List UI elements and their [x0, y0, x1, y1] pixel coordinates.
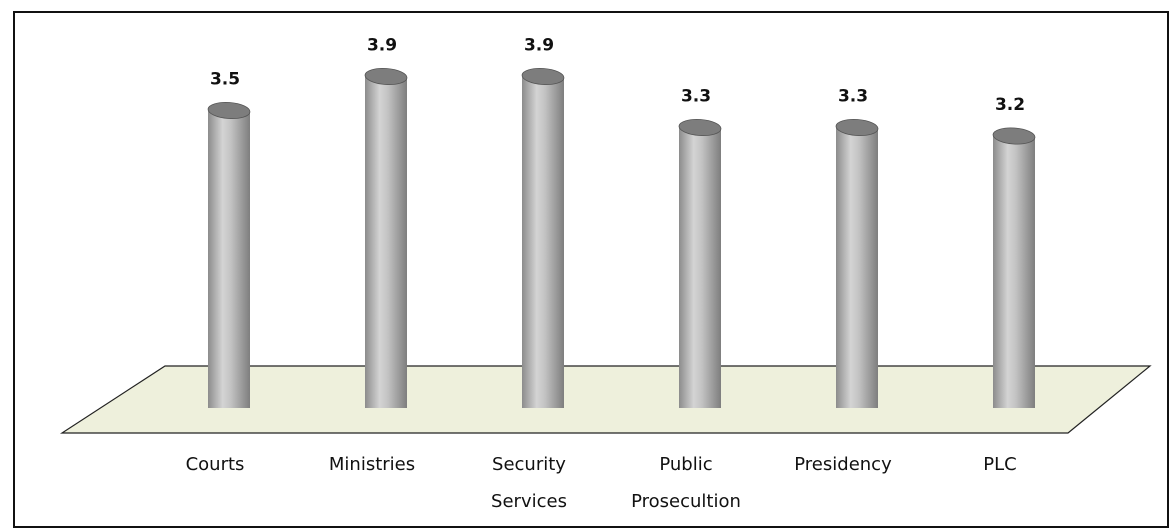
- value-label: 3.3: [838, 87, 868, 107]
- bar: [679, 127, 721, 408]
- bar-top: [207, 101, 251, 120]
- bar-top: [992, 127, 1036, 145]
- value-label: 3.5: [210, 70, 240, 90]
- bar: [208, 110, 250, 408]
- bar: [522, 76, 564, 408]
- x-tick-label: Ministries: [328, 454, 416, 475]
- bar-top: [835, 118, 879, 137]
- value-label: 3.3: [681, 87, 711, 107]
- bar: [365, 76, 407, 408]
- x-tick-label: PLC: [983, 454, 1017, 475]
- bar: [993, 136, 1035, 408]
- value-label: 3.9: [524, 36, 554, 56]
- bar-top: [678, 118, 722, 137]
- chart-frame: [13, 11, 1169, 528]
- x-tick-label: Security Services: [491, 454, 567, 512]
- x-tick-label: Presidency: [794, 454, 892, 475]
- value-label: 3.9: [367, 36, 397, 56]
- bar: [836, 127, 878, 408]
- x-tick-label: Courts: [185, 454, 245, 475]
- bar-top: [521, 67, 565, 86]
- x-tick-label: Public Prosecultion: [631, 454, 741, 512]
- value-label: 3.2: [995, 95, 1025, 115]
- bar-top: [364, 67, 408, 86]
